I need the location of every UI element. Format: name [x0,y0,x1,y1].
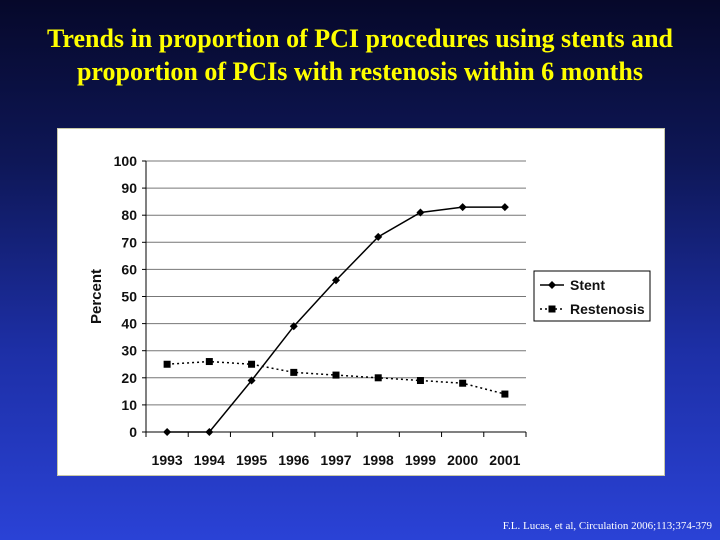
series-line-restenosis [167,360,506,395]
y-tick-label-70: 70 [121,234,137,250]
data-point-restenosis-1995 [248,360,256,368]
series-restenosis [163,358,509,398]
slide-title-line-2: proportion of PCIs with restenosis withi… [76,57,644,86]
legend: Stent Restenosis [533,270,651,322]
legend-box [533,270,651,322]
data-point-stent-1995 [247,376,256,385]
data-point-stent-1996 [289,322,298,331]
y-tick-label-10: 10 [121,397,137,413]
slide-title-line-1: Trends in proportion of PCI procedures u… [46,24,674,53]
series-group [163,203,509,436]
data-point-stent-1997 [332,276,340,285]
y-tick-label-80: 80 [121,207,137,223]
y-tick-label-90: 90 [121,180,137,196]
y-tick-label-100: 100 [114,153,138,169]
y-tick-label-30: 30 [121,343,137,359]
line-chart: 0 10 20 30 40 50 60 70 80 90 100 1993 1994 1995 1996 19… [57,128,665,476]
legend-label-stent: Stent [570,277,605,293]
axes: 0 10 20 30 40 50 60 70 80 90 100 1993 1994 1995 1996 19… [114,153,527,468]
data-point-stent-2001 [500,203,509,212]
x-tick-label-1996: 1996 [278,452,309,468]
x-tick-label-1993: 1993 [152,452,183,468]
series-line-stent [167,206,505,433]
data-point-stent-1999 [416,208,425,217]
y-tick-label-40: 40 [121,316,137,332]
x-tick-label-2001: 2001 [489,452,520,468]
y-tick-label-60: 60 [121,261,137,277]
slide-title: Trends in proportion of PCI procedures u… [0,22,720,88]
x-tick-label-1994: 1994 [194,452,225,468]
data-point-stent-1993 [163,428,172,436]
data-point-stent-2000 [458,203,467,212]
series-stent [163,203,509,436]
data-point-restenosis-1993 [163,360,171,368]
data-point-restenosis-1996 [290,368,298,376]
data-point-restenosis-1998 [374,374,382,382]
legend-marker-stent [548,281,556,289]
data-point-restenosis-2001 [501,390,509,398]
x-tick-label-2000: 2000 [447,452,478,468]
x-tick-label-1998: 1998 [363,452,394,468]
x-tick-label-1997: 1997 [320,452,351,468]
y-tick-label-20: 20 [121,370,137,386]
legend-label-restenosis: Restenosis [570,301,645,317]
data-point-stent-1998 [374,232,383,241]
data-point-restenosis-2000 [459,379,467,387]
data-point-stent-1994 [205,428,214,436]
x-tick-label-1999: 1999 [405,452,436,468]
grid [146,160,526,406]
y-axis-label: Percent [88,269,105,324]
y-tick-label-50: 50 [121,289,137,305]
data-point-restenosis-1999 [416,377,424,385]
y-tick-label-0: 0 [129,424,137,440]
data-point-restenosis-1997 [332,371,340,379]
legend-marker-restenosis [548,305,556,313]
citation: F.L. Lucas, et al, Circulation 2006;113;… [502,520,712,532]
chart-svg: 0 10 20 30 40 50 60 70 80 90 100 1993 1994 1995 1996 19… [88,153,651,468]
x-tick-label-1995: 1995 [236,452,267,468]
data-point-restenosis-1994 [205,358,213,366]
